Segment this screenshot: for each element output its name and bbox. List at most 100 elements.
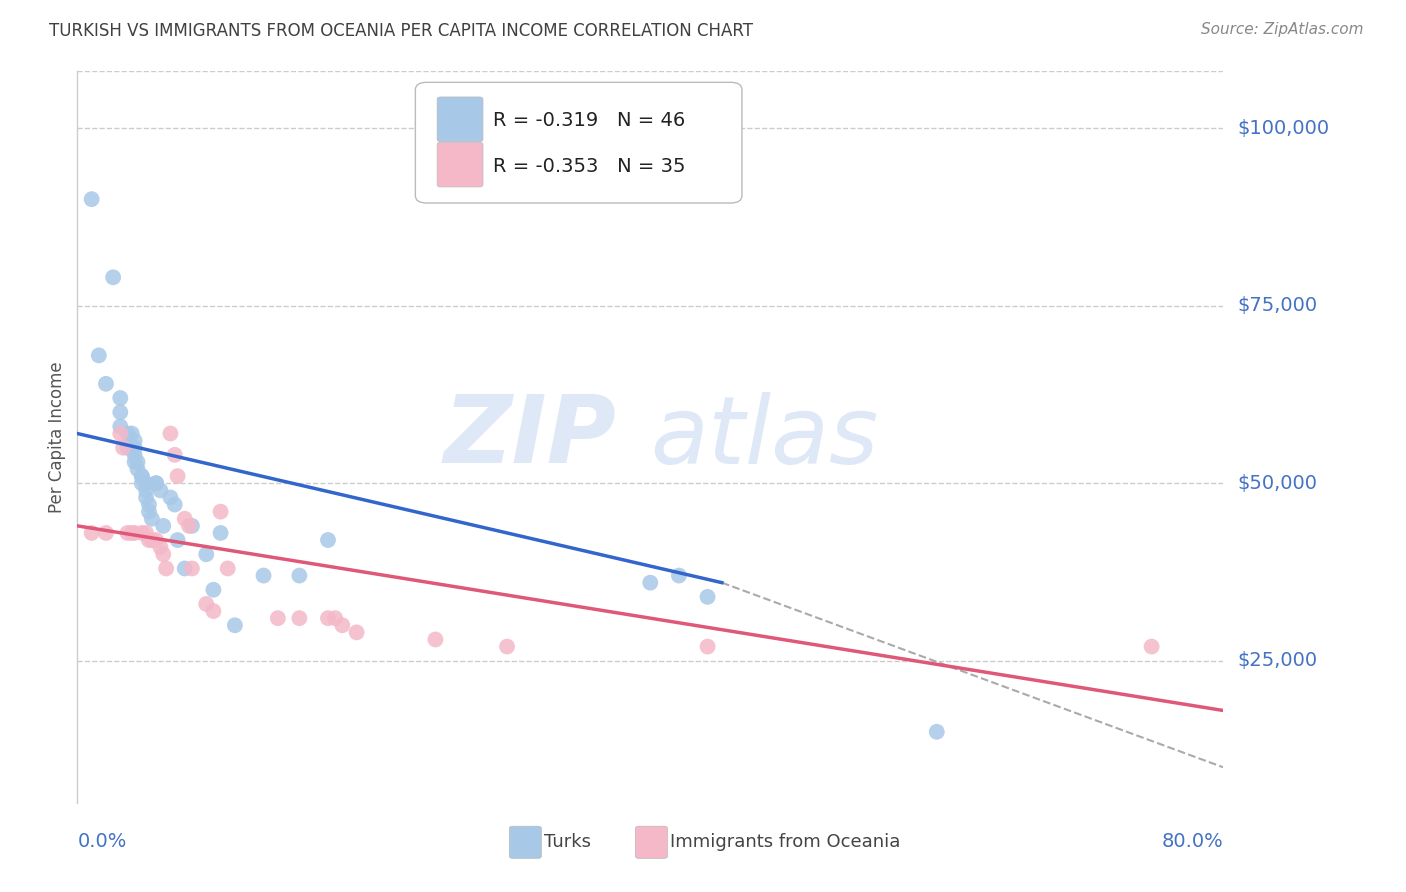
Point xyxy=(180,561,204,575)
Point xyxy=(166,533,188,547)
Point xyxy=(496,640,519,654)
Point xyxy=(145,533,167,547)
Point xyxy=(121,525,143,540)
Point xyxy=(131,525,153,540)
Text: $50,000: $50,000 xyxy=(1237,474,1317,492)
Point xyxy=(124,525,146,540)
Text: 0.0%: 0.0% xyxy=(77,832,127,851)
Point xyxy=(163,498,186,512)
Point xyxy=(925,724,948,739)
Point xyxy=(209,525,232,540)
Text: ZIP: ZIP xyxy=(443,391,616,483)
Point xyxy=(131,469,153,483)
Point xyxy=(163,448,186,462)
FancyBboxPatch shape xyxy=(636,826,668,858)
Point xyxy=(135,483,157,498)
Point xyxy=(288,611,311,625)
Point xyxy=(121,426,143,441)
Point xyxy=(131,476,153,491)
Point xyxy=(124,455,146,469)
Text: $75,000: $75,000 xyxy=(1237,296,1317,315)
Point xyxy=(152,547,174,561)
Point xyxy=(124,448,146,462)
Point xyxy=(80,192,103,206)
Point xyxy=(180,519,204,533)
Text: R = -0.353   N = 35: R = -0.353 N = 35 xyxy=(494,157,686,176)
Point xyxy=(330,618,353,632)
Text: R = -0.319   N = 46: R = -0.319 N = 46 xyxy=(494,111,686,130)
Point xyxy=(80,525,103,540)
Point xyxy=(112,441,135,455)
Point xyxy=(159,426,181,441)
Point xyxy=(110,426,132,441)
Point xyxy=(141,512,163,526)
Text: Immigrants from Oceania: Immigrants from Oceania xyxy=(669,833,900,851)
Point xyxy=(135,525,157,540)
Point xyxy=(316,533,339,547)
Y-axis label: Per Capita Income: Per Capita Income xyxy=(48,361,66,513)
Point xyxy=(110,391,132,405)
Point xyxy=(316,611,339,625)
Point xyxy=(323,611,346,625)
FancyBboxPatch shape xyxy=(415,82,742,203)
Point xyxy=(87,348,110,362)
Point xyxy=(668,568,690,582)
Point xyxy=(117,441,139,455)
Point xyxy=(696,590,718,604)
Point xyxy=(127,455,149,469)
Point xyxy=(209,505,232,519)
Point xyxy=(141,533,163,547)
Point xyxy=(195,547,218,561)
Point xyxy=(155,561,177,575)
Point xyxy=(110,405,132,419)
Point xyxy=(173,512,195,526)
Point xyxy=(127,462,149,476)
Text: $25,000: $25,000 xyxy=(1237,651,1317,670)
Point xyxy=(138,533,160,547)
Point xyxy=(202,604,225,618)
Text: atlas: atlas xyxy=(651,392,879,483)
Point xyxy=(1140,640,1163,654)
Point xyxy=(425,632,447,647)
Point xyxy=(94,525,117,540)
Point xyxy=(101,270,124,285)
Point xyxy=(267,611,290,625)
Point xyxy=(135,491,157,505)
Point xyxy=(149,540,172,554)
FancyBboxPatch shape xyxy=(437,97,484,142)
Text: $100,000: $100,000 xyxy=(1237,119,1329,137)
Point xyxy=(640,575,662,590)
Text: Turks: Turks xyxy=(544,833,591,851)
Point xyxy=(166,469,188,483)
Point xyxy=(202,582,225,597)
Point xyxy=(94,376,117,391)
Point xyxy=(138,505,160,519)
Point xyxy=(121,441,143,455)
Point xyxy=(159,491,181,505)
Point xyxy=(177,519,200,533)
FancyBboxPatch shape xyxy=(437,143,484,187)
Point xyxy=(117,525,139,540)
Point xyxy=(149,483,172,498)
Point xyxy=(696,640,718,654)
Point xyxy=(252,568,274,582)
Text: Source: ZipAtlas.com: Source: ZipAtlas.com xyxy=(1201,22,1364,37)
Point xyxy=(173,561,195,575)
Point xyxy=(131,469,153,483)
Point xyxy=(152,519,174,533)
Point xyxy=(135,476,157,491)
Point xyxy=(110,419,132,434)
Point xyxy=(145,476,167,491)
Text: 80.0%: 80.0% xyxy=(1161,832,1223,851)
Point xyxy=(124,441,146,455)
Point xyxy=(288,568,311,582)
Point xyxy=(145,476,167,491)
Point xyxy=(138,498,160,512)
Point xyxy=(346,625,368,640)
Point xyxy=(124,434,146,448)
Text: TURKISH VS IMMIGRANTS FROM OCEANIA PER CAPITA INCOME CORRELATION CHART: TURKISH VS IMMIGRANTS FROM OCEANIA PER C… xyxy=(49,22,754,40)
FancyBboxPatch shape xyxy=(509,826,541,858)
Point xyxy=(117,426,139,441)
Point xyxy=(217,561,239,575)
Point xyxy=(195,597,218,611)
